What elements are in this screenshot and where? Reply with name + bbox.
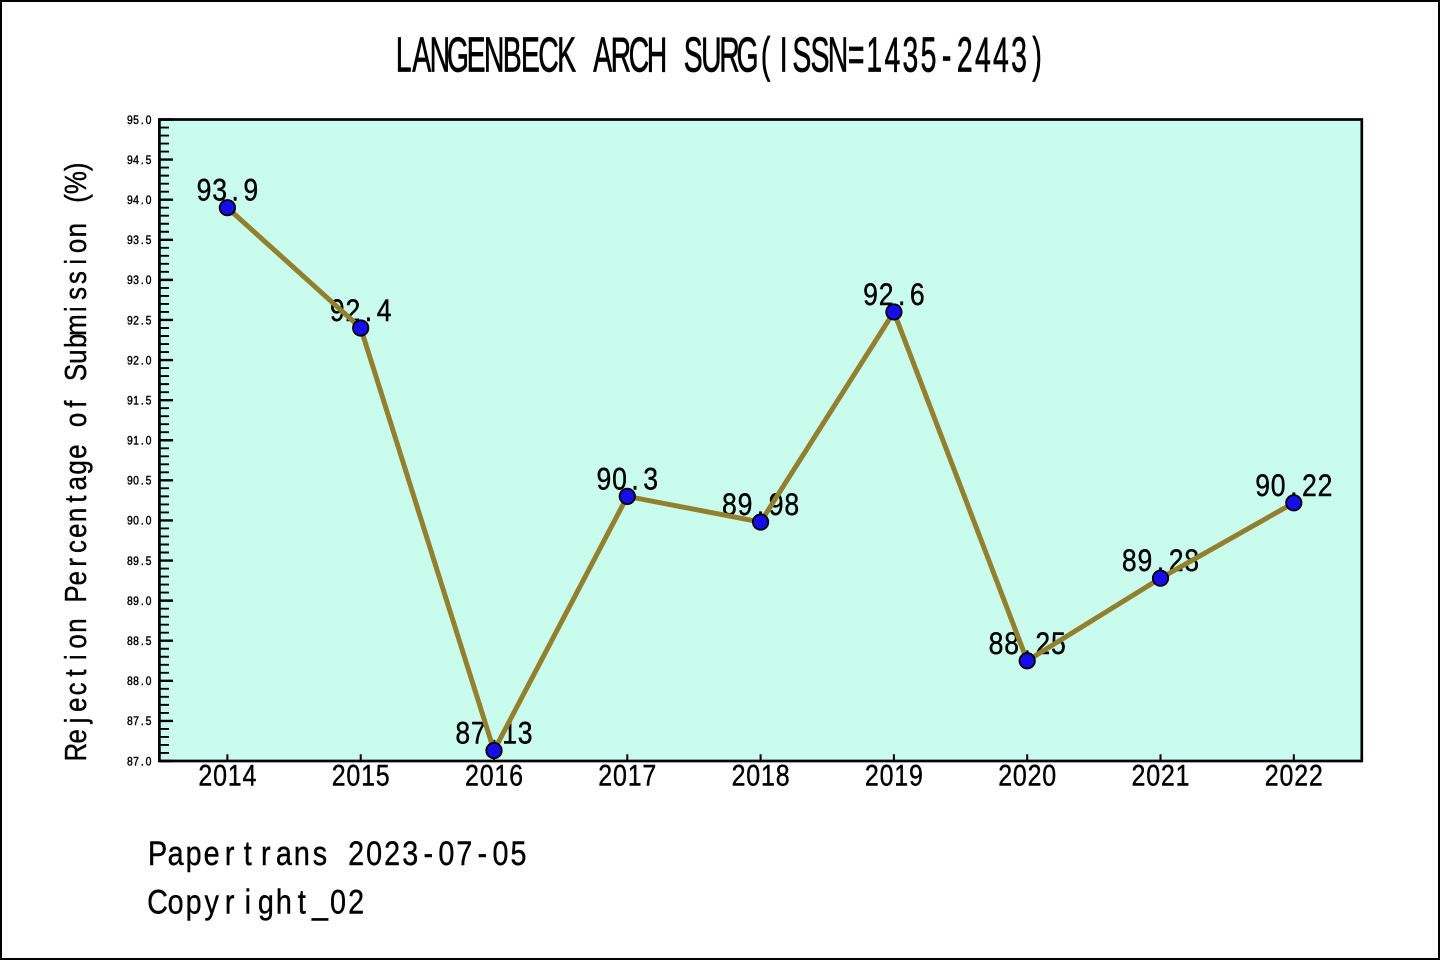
svg-text:2017: 2017 — [598, 759, 656, 792]
svg-text:2021: 2021 — [1132, 759, 1190, 792]
svg-text:88.25: 88.25 — [989, 627, 1066, 661]
svg-text:2016: 2016 — [465, 759, 523, 792]
svg-text:2020: 2020 — [998, 759, 1056, 792]
svg-text:2022: 2022 — [1265, 759, 1323, 792]
svg-text:2014: 2014 — [198, 759, 256, 792]
svg-text:Rejection Percentage of Submis: Rejection Percentage of Submission (%) — [59, 163, 94, 762]
svg-text:2015: 2015 — [332, 759, 390, 792]
svg-text:2019: 2019 — [865, 759, 923, 792]
svg-text:Papertrans 2023-07-05: Papertrans 2023-07-05 — [148, 833, 527, 872]
svg-text:2018: 2018 — [732, 759, 790, 792]
svg-text:LANGENBECK ARCH SURG(ISSN=1435: LANGENBECK ARCH SURG(ISSN=1435-2443) — [396, 29, 1042, 83]
